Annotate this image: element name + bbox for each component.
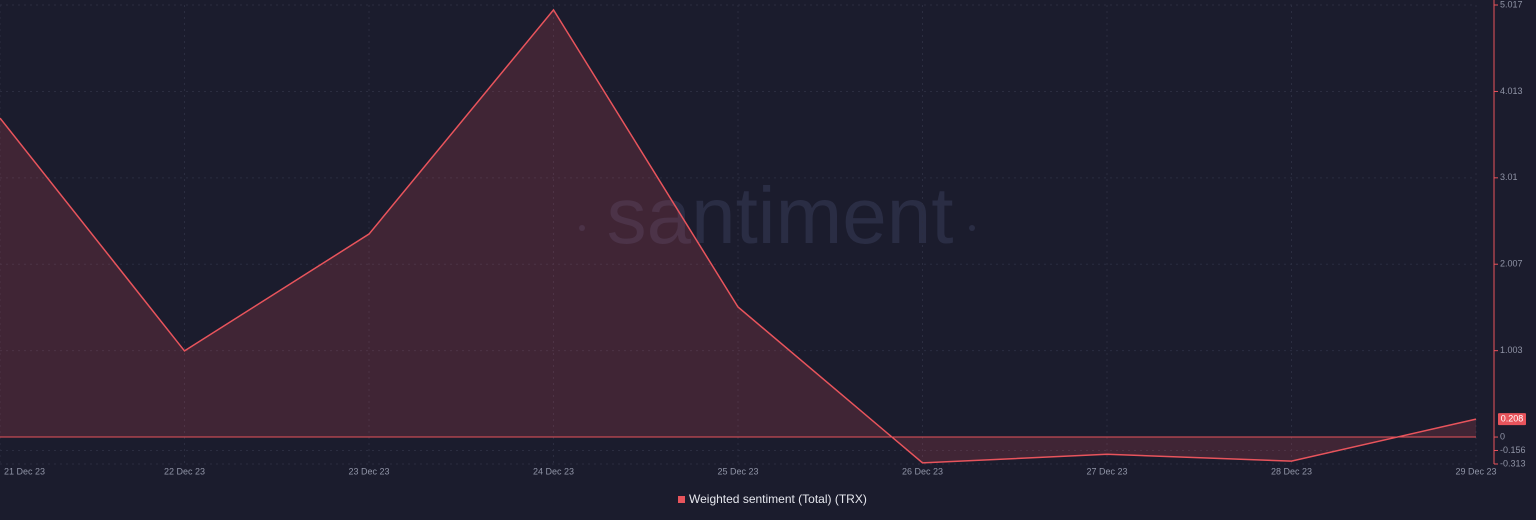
y-tick-label: -0.156 bbox=[1500, 445, 1526, 455]
legend-label: Weighted sentiment (Total) (TRX) bbox=[689, 492, 867, 506]
y-tick-label: -0.313 bbox=[1500, 458, 1526, 468]
last-value-label: 0.208 bbox=[1501, 414, 1524, 424]
x-tick-label: 29 Dec 23 bbox=[1455, 466, 1496, 476]
x-tick-label: 23 Dec 23 bbox=[348, 466, 389, 476]
last-value-box bbox=[1498, 413, 1526, 426]
x-tick-label: 26 Dec 23 bbox=[902, 466, 943, 476]
x-tick-label: 27 Dec 23 bbox=[1086, 466, 1127, 476]
x-tick-label: 28 Dec 23 bbox=[1271, 466, 1312, 476]
y-tick-label: 0 bbox=[1500, 431, 1505, 441]
y-tick-label: 2.007 bbox=[1500, 259, 1523, 269]
legend-swatch bbox=[678, 496, 685, 503]
y-tick-label: 4.013 bbox=[1500, 86, 1523, 96]
x-tick-label: 25 Dec 23 bbox=[717, 466, 758, 476]
watermark-dot bbox=[969, 225, 975, 231]
x-tick-label: 24 Dec 23 bbox=[533, 466, 574, 476]
x-tick-label: 21 Dec 23 bbox=[4, 466, 45, 476]
area bbox=[0, 9, 1476, 463]
watermark-dot bbox=[579, 225, 585, 231]
line bbox=[0, 8, 1477, 464]
y-tick-label: 3.01 bbox=[1500, 172, 1518, 182]
y-tick-label: 5.017 bbox=[1500, 0, 1523, 9]
watermark: santiment bbox=[607, 171, 954, 260]
x-tick-label: 22 Dec 23 bbox=[164, 466, 205, 476]
y-tick-label: 1.003 bbox=[1500, 345, 1523, 355]
